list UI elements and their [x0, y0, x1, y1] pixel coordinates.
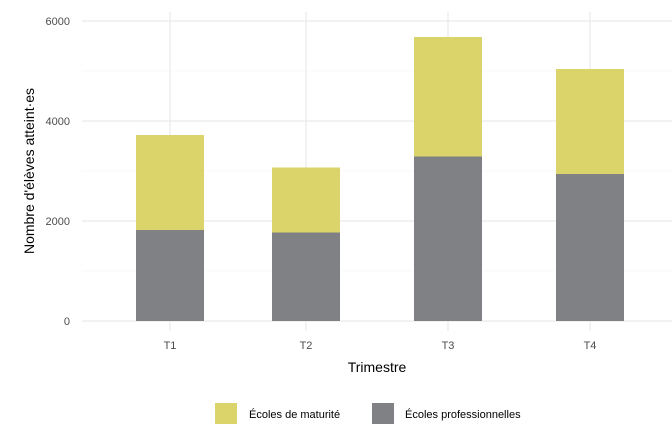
bar-t4-maturite — [556, 69, 624, 174]
legend-label: Écoles de maturité — [249, 408, 340, 421]
bar-t4-professionnelles — [556, 174, 624, 321]
y-tick-label: 2000 — [46, 216, 70, 228]
y-tick-label: 4000 — [46, 116, 70, 128]
x-axis-title: Trimestre — [348, 359, 407, 375]
bar-t2-maturite — [272, 167, 340, 233]
bar-t2-professionnelles — [272, 232, 340, 321]
bar-t1-professionnelles — [136, 230, 204, 321]
legend-label: Écoles professionnelles — [405, 408, 521, 421]
bar-t3-maturite — [414, 37, 482, 157]
bars — [136, 37, 624, 321]
x-tick-label: T2 — [300, 340, 313, 352]
y-axis-ticks: 0 2000 4000 6000 — [46, 16, 70, 328]
legend-swatch — [372, 403, 394, 424]
x-axis-ticks: T1 T2 T3 T4 — [164, 340, 597, 352]
legend-swatch — [215, 403, 237, 424]
bar-t1-maturite — [136, 135, 204, 230]
legend: Écoles de maturité Écoles professionnelle… — [215, 403, 521, 424]
y-axis-title: Nombre d'élèves atteint·es — [21, 88, 37, 254]
x-tick-label: T4 — [584, 340, 597, 352]
x-tick-label: T1 — [164, 340, 177, 352]
y-tick-label: 6000 — [46, 16, 70, 28]
y-tick-label: 0 — [64, 316, 70, 328]
x-tick-label: T3 — [442, 340, 455, 352]
bar-t3-professionnelles — [414, 156, 482, 321]
